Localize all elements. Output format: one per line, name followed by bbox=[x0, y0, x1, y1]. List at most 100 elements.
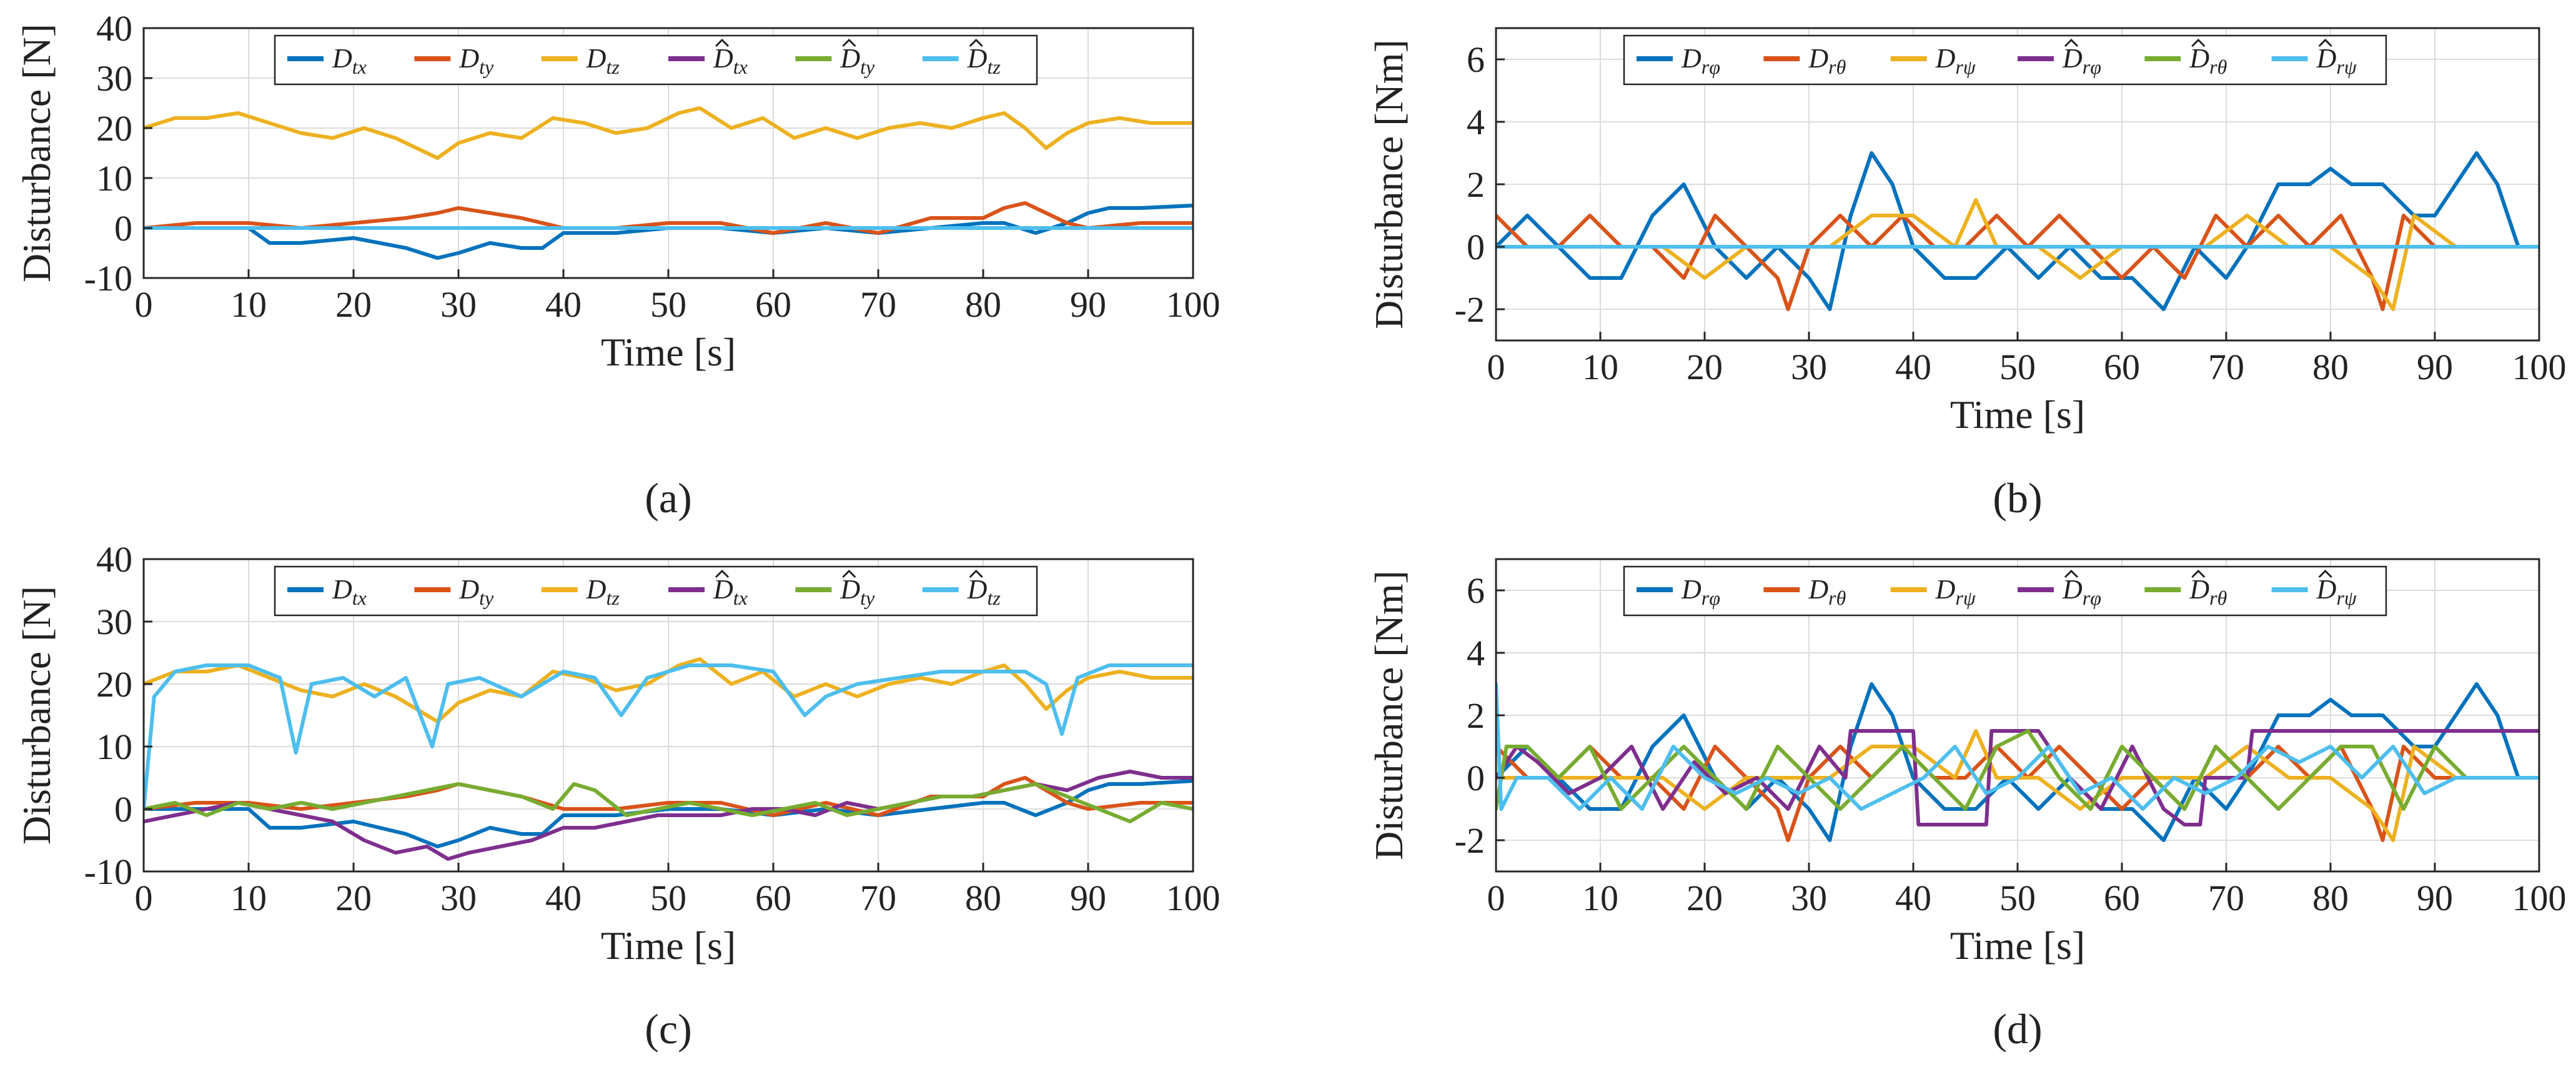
x-tick-label: 90 bbox=[2417, 347, 2453, 387]
x-tick-label: 20 bbox=[1687, 878, 1723, 918]
y-tick-label: 6 bbox=[1467, 570, 1485, 611]
x-tick-label: 0 bbox=[135, 878, 153, 918]
legend-entry: Drψ bbox=[1935, 574, 1976, 609]
legend-entry: Dtx bbox=[713, 574, 748, 609]
y-tick-label: -2 bbox=[1455, 820, 1485, 861]
x-tick-label: 20 bbox=[335, 878, 372, 918]
y-tick-label: 20 bbox=[96, 108, 132, 149]
legend-entry: Drψ bbox=[2316, 43, 2357, 78]
x-tick-label: 90 bbox=[1070, 284, 1106, 325]
hat-accent-icon bbox=[969, 38, 983, 47]
x-axis-label: Time [s] bbox=[1950, 392, 2085, 437]
x-tick-label: 50 bbox=[650, 878, 686, 918]
x-tick-label: 70 bbox=[2208, 878, 2244, 918]
hat-accent-icon bbox=[715, 38, 730, 47]
x-tick-label: 80 bbox=[2312, 347, 2349, 387]
y-tick-label: 20 bbox=[96, 664, 132, 705]
legend-entry: Dty bbox=[458, 43, 494, 78]
hat-accent-icon bbox=[842, 569, 856, 578]
legend-entry: Dtz bbox=[967, 574, 1001, 609]
hat-accent-icon bbox=[2064, 569, 2079, 578]
hat-accent-icon bbox=[2191, 38, 2206, 47]
x-tick-label: 0 bbox=[1487, 347, 1505, 387]
x-tick-label: 50 bbox=[1999, 347, 2036, 387]
series-group bbox=[1496, 682, 2539, 842]
hat-accent-icon bbox=[2191, 569, 2206, 578]
x-tick-label: 60 bbox=[755, 878, 791, 918]
series-group bbox=[144, 657, 1193, 861]
legend-entry: Dtx bbox=[332, 43, 367, 78]
x-tick-label: 10 bbox=[1582, 878, 1618, 918]
y-tick-label: 0 bbox=[1467, 758, 1485, 798]
x-tick-label: 90 bbox=[2417, 878, 2453, 918]
y-tick-label: 0 bbox=[114, 789, 132, 830]
y-tick-label: 2 bbox=[1467, 695, 1485, 736]
x-tick-label: 100 bbox=[2512, 347, 2567, 387]
series-line-rθ-hat bbox=[1496, 729, 2539, 811]
x-axis-label: Time [s] bbox=[1950, 923, 2085, 968]
legend-entry: Drθ bbox=[2189, 574, 2227, 609]
legend-box bbox=[1623, 565, 2387, 617]
series-line-tz bbox=[144, 106, 1193, 160]
legend: Dtx Dty Dtz Dtx Dty Dtz bbox=[274, 34, 1038, 86]
y-tick-label: 40 bbox=[96, 8, 132, 49]
y-tick-label: -10 bbox=[84, 258, 132, 299]
legend-entry: Dtz bbox=[586, 574, 620, 609]
y-axis-label: Disturbance [N] bbox=[14, 24, 59, 282]
x-tick-label: 50 bbox=[650, 284, 686, 325]
panel-caption: (a) bbox=[645, 474, 691, 522]
x-tick-label: 40 bbox=[545, 284, 582, 325]
panel-caption: (b) bbox=[1993, 474, 2042, 522]
legend-box bbox=[1623, 34, 2387, 86]
x-tick-label: 30 bbox=[1791, 878, 1827, 918]
legend-entry: Drφ bbox=[1681, 574, 1720, 609]
x-tick-label: 60 bbox=[755, 284, 791, 325]
x-tick-label: 100 bbox=[2512, 878, 2567, 918]
legend-entry: Drψ bbox=[2316, 574, 2357, 609]
hat-accent-icon bbox=[2318, 38, 2332, 47]
legend: Drφ Drθ Drψ Drφ Drθ Drψ bbox=[1623, 565, 2387, 617]
x-tick-label: 70 bbox=[860, 284, 896, 325]
hat-accent-icon bbox=[2318, 569, 2332, 578]
y-axis-label: Disturbance [N] bbox=[14, 586, 59, 845]
y-tick-label: 2 bbox=[1467, 164, 1485, 205]
y-axis-label: Disturbance [Nm] bbox=[1367, 39, 1411, 329]
x-tick-label: 0 bbox=[135, 284, 153, 325]
y-tick-label: -10 bbox=[84, 851, 132, 892]
legend: Dtx Dty Dtz Dtx Dty Dtz bbox=[274, 565, 1038, 617]
x-tick-label: 20 bbox=[335, 284, 372, 325]
x-axis-label: Time [s] bbox=[601, 923, 736, 968]
panel-caption: (c) bbox=[645, 1005, 691, 1053]
hat-accent-icon bbox=[715, 569, 730, 578]
x-tick-label: 80 bbox=[965, 284, 1001, 325]
x-tick-label: 100 bbox=[1166, 878, 1221, 918]
series-line-tz-hat bbox=[144, 663, 1193, 811]
y-tick-label: 10 bbox=[96, 727, 132, 767]
x-tick-label: 30 bbox=[440, 878, 477, 918]
x-tick-label: 30 bbox=[440, 284, 477, 325]
panel-caption: (d) bbox=[1993, 1005, 2042, 1053]
y-tick-label: 6 bbox=[1467, 39, 1485, 80]
legend-entry: Dtz bbox=[586, 43, 620, 78]
x-tick-label: 70 bbox=[860, 878, 896, 918]
legend-entry: Drφ bbox=[2062, 574, 2101, 609]
y-tick-label: -2 bbox=[1455, 289, 1485, 330]
legend-entry: Dtz bbox=[967, 43, 1001, 78]
x-tick-label: 10 bbox=[230, 878, 267, 918]
y-axis-label: Disturbance [Nm] bbox=[1367, 570, 1411, 860]
x-tick-label: 90 bbox=[1070, 878, 1106, 918]
x-tick-label: 40 bbox=[1895, 878, 1931, 918]
x-axis-label: Time [s] bbox=[601, 330, 736, 374]
x-tick-label: 70 bbox=[2208, 347, 2244, 387]
legend-entry: Dtx bbox=[713, 43, 748, 78]
hat-accent-icon bbox=[842, 38, 856, 47]
y-tick-label: 30 bbox=[96, 58, 132, 99]
x-tick-label: 30 bbox=[1791, 347, 1827, 387]
series-group bbox=[1496, 151, 2539, 311]
x-tick-label: 100 bbox=[1166, 284, 1221, 325]
x-tick-label: 10 bbox=[1582, 347, 1618, 387]
